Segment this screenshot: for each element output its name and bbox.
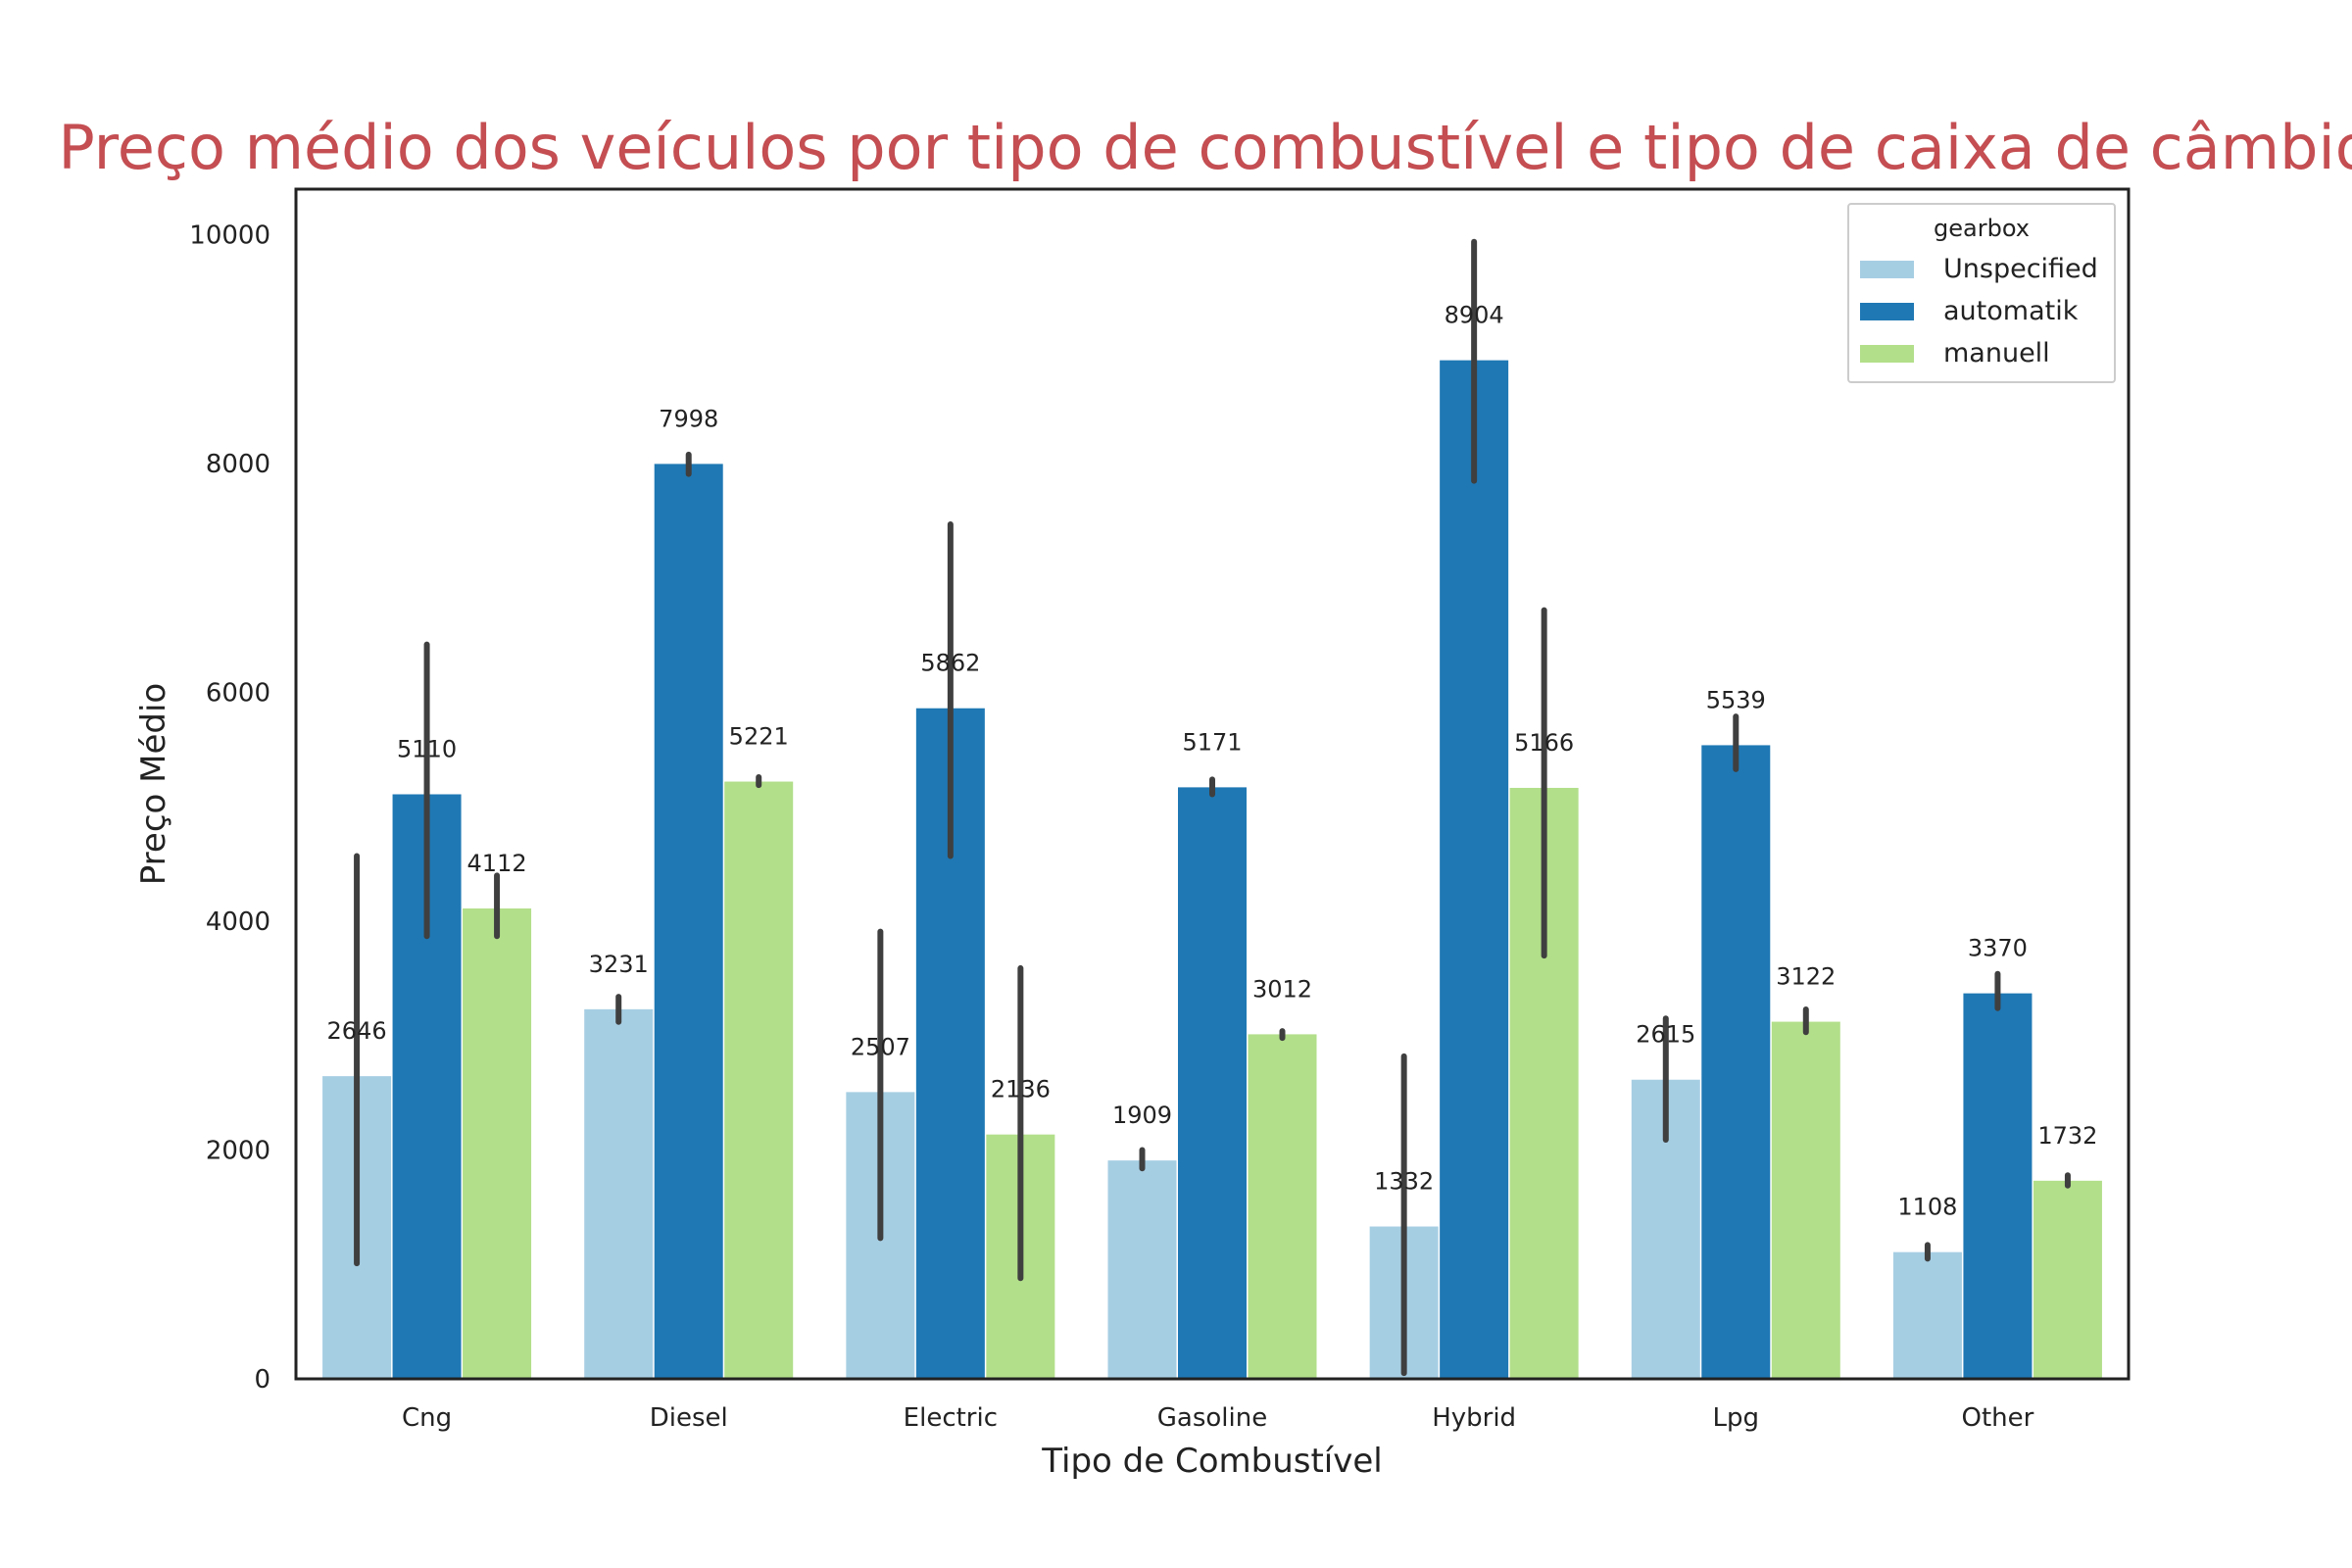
data-label: 5862 (920, 650, 980, 677)
bar-manuell-gasoline (1248, 1034, 1317, 1379)
x-axis: Cng Diesel Electric Gasoline Hybrid Lpg Other (402, 1403, 2034, 1433)
data-label: 2507 (851, 1033, 910, 1060)
chart-title: Preço médio dos veículos por tipo de com… (58, 112, 2352, 183)
legend-label: Unspecified (1943, 254, 2098, 284)
data-label: 4112 (467, 850, 527, 877)
legend: gearbox Unspecified automatik manuell (1847, 203, 2116, 383)
bar-automatik-hybrid (1440, 360, 1509, 1379)
legend-entries: Unspecified automatik manuell (1860, 254, 2098, 368)
bar-unspecified-gasoline (1107, 1160, 1177, 1379)
y-axis: 0 2000 4000 6000 8000 10000 (189, 221, 270, 1395)
x-tick-label: Hybrid (1432, 1403, 1516, 1433)
data-label: 3231 (589, 951, 649, 978)
y-tick-label: 8000 (206, 450, 270, 479)
bar-manuell-other (2033, 1180, 2102, 1379)
data-label: 2646 (327, 1017, 387, 1045)
bar-manuell-cng (463, 908, 532, 1379)
legend-frame (1847, 203, 2116, 383)
y-axis-label: Preço Médio (134, 683, 173, 885)
bars-layer (322, 360, 2102, 1379)
legend-swatch-manuell (1860, 345, 1914, 363)
legend-label: manuell (1943, 338, 2050, 368)
y-tick-label: 4000 (206, 907, 270, 937)
data-label: 3122 (1776, 963, 1836, 991)
bar-manuell-lpg (1771, 1021, 1840, 1379)
data-label: 5221 (729, 723, 789, 751)
data-label: 5171 (1182, 728, 1242, 756)
bar-automatik-diesel (654, 464, 723, 1379)
data-label: 1332 (1374, 1168, 1434, 1196)
y-tick-label: 6000 (206, 679, 270, 709)
legend-swatch-unspecified (1860, 261, 1914, 278)
legend-label: automatik (1943, 296, 2079, 326)
bar-automatik-other (1963, 993, 2033, 1379)
bar-manuell-diesel (724, 781, 794, 1379)
bar-unspecified-other (1892, 1251, 1962, 1379)
data-label: 1909 (1112, 1102, 1172, 1129)
x-tick-label: Gasoline (1157, 1403, 1267, 1433)
data-label: 3012 (1252, 975, 1312, 1003)
y-tick-label: 0 (254, 1365, 270, 1395)
data-label: 7998 (659, 405, 718, 432)
data-labels-layer: 2646 5110 4112 3231 7998 5221 2507 5862 2136 1909… (327, 302, 2098, 1221)
plot-frame (294, 187, 2131, 1381)
y-tick-label: 10000 (189, 221, 270, 251)
x-axis-label: Tipo de Combustível (1041, 1442, 1382, 1481)
data-label: 5539 (1706, 686, 1766, 713)
bar-automatik-lpg (1701, 745, 1771, 1379)
x-tick-label: Diesel (650, 1403, 728, 1433)
legend-title: gearbox (1934, 215, 2030, 242)
data-label: 1732 (2037, 1122, 2097, 1150)
x-tick-label: Cng (402, 1403, 452, 1433)
x-tick-label: Electric (904, 1403, 998, 1433)
bar-automatik-gasoline (1178, 787, 1247, 1379)
data-label: 8904 (1445, 302, 1504, 329)
data-label: 5110 (397, 736, 457, 763)
x-tick-label: Lpg (1713, 1403, 1760, 1433)
bar-unspecified-diesel (584, 1008, 654, 1379)
data-label: 2615 (1636, 1021, 1695, 1049)
data-label: 2136 (991, 1076, 1051, 1103)
data-label: 3370 (1968, 935, 2028, 962)
legend-swatch-automatik (1860, 303, 1914, 320)
data-label: 5166 (1514, 729, 1574, 757)
data-label: 1108 (1897, 1194, 1957, 1221)
x-tick-label: Other (1962, 1403, 2034, 1433)
y-tick-label: 2000 (206, 1137, 270, 1166)
error-bars-layer (354, 238, 2071, 1377)
